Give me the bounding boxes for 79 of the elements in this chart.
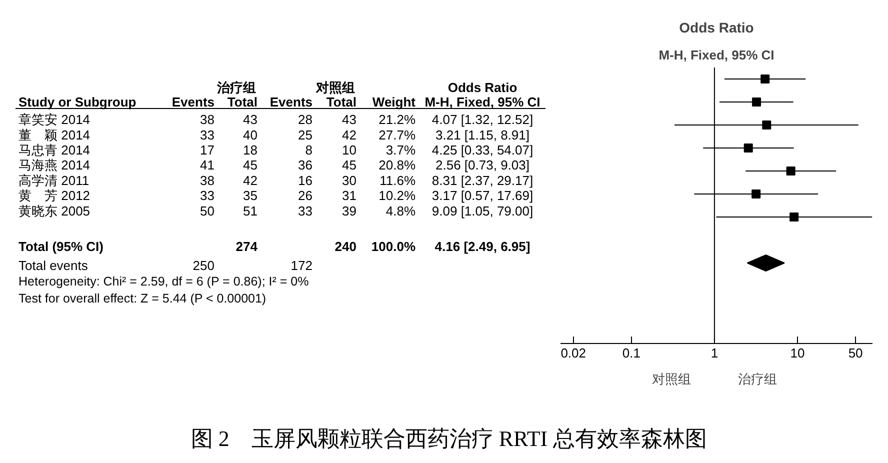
text: 50: [200, 203, 215, 218]
category-label: 章笑安 2014: [18, 112, 90, 128]
category-label: 黄晓东 2005: [18, 203, 90, 218]
text: 36: [298, 158, 313, 173]
category-label: Events: [270, 94, 313, 110]
text: 4.25 [0.33, 54.07]: [432, 142, 534, 158]
category-label: M-H, Fixed, 95% CI: [424, 94, 540, 110]
text: Test for overall effect: Z = 5.44 (P < 0.00001): [18, 292, 266, 306]
x-tick-label: 0.1: [622, 346, 640, 360]
text: 治疗组: [216, 80, 256, 95]
text: Odds Ratio: [448, 80, 518, 95]
text: 4.07 [1.32, 12.52]: [432, 112, 534, 128]
text: 3.21 [1.15, 8.91]: [436, 127, 530, 142]
text: 100.0%: [371, 238, 416, 254]
text: 对照组: [652, 372, 691, 386]
text: 10.2%: [378, 188, 416, 204]
text: 21.2%: [378, 112, 416, 128]
category-label: 马海燕 2014: [18, 158, 90, 173]
text: Study or Subgroup: [18, 94, 136, 110]
category-label: Weight: [372, 94, 416, 110]
text: 38: [200, 112, 215, 128]
text: 对照组: [315, 80, 355, 95]
text: 27.7%: [378, 127, 416, 142]
text: 31: [342, 188, 357, 204]
text: 250: [192, 258, 215, 274]
text: 33: [298, 203, 313, 218]
text: 42: [243, 172, 258, 188]
category-label: Total: [326, 94, 357, 110]
category-label: Total (95% CI): [18, 238, 104, 254]
text: 26: [298, 188, 313, 204]
category-label: Total: [227, 94, 258, 110]
text: 172: [290, 258, 313, 274]
category-label: 董 颖 2014: [18, 127, 90, 142]
text: Heterogeneity: Chi² = 2.59, df = 6 (P = 0.86); I² = 0%: [18, 274, 309, 288]
text: 20.8%: [378, 158, 416, 173]
text: 18: [243, 142, 258, 158]
text: 45: [342, 158, 357, 173]
x-tick-label: 1: [710, 346, 718, 360]
text: 28: [298, 112, 313, 128]
text: 274: [236, 238, 258, 254]
text: 10: [342, 142, 357, 158]
chart-subtitle: M-H, Fixed, 95% CI: [658, 48, 774, 62]
text: 43: [243, 112, 258, 128]
category-label: 马忠青 2014: [18, 142, 90, 158]
text: 240: [334, 238, 357, 254]
text: 51: [243, 203, 258, 218]
text: 2.56 [0.73, 9.03]: [436, 158, 530, 173]
text: 3.7%: [386, 142, 416, 158]
text: 9.09 [1.05, 79.00]: [432, 203, 534, 218]
category-label: Total events: [18, 258, 88, 274]
text: 16: [298, 172, 313, 188]
text: 33: [200, 127, 215, 142]
text: 3.17 [0.57, 17.69]: [432, 188, 534, 204]
caption: 图 2 玉屏风颗粒联合西药治疗 RRTI 总有效率森林图: [190, 425, 708, 453]
text: 38: [200, 172, 215, 188]
x-tick-label: 50: [848, 346, 863, 360]
text: 41: [200, 158, 215, 173]
category-label: 高学清 2011: [18, 172, 90, 188]
category-label: 黄 芳 2012: [18, 188, 90, 204]
text: 39: [342, 203, 357, 218]
x-tick-label: 10: [790, 346, 805, 360]
text: 45: [243, 158, 258, 173]
text: 33: [200, 188, 215, 204]
text: 17: [200, 142, 215, 158]
text: 4.8%: [386, 203, 416, 218]
text: 40: [243, 127, 258, 142]
text: 25: [298, 127, 313, 142]
text: 42: [342, 127, 357, 142]
text: 30: [342, 172, 357, 188]
category-label: Events: [172, 94, 215, 110]
text: 8.31 [2.37, 29.17]: [432, 172, 534, 188]
text: 35: [243, 188, 258, 204]
text: 11.6%: [380, 172, 416, 188]
text: 43: [342, 112, 357, 128]
text: 8: [305, 142, 313, 158]
x-tick-label: 0.02: [560, 346, 586, 360]
text: 4.16 [2.49, 6.95]: [434, 238, 530, 254]
text: 治疗组: [738, 372, 778, 386]
chart-title: Odds Ratio: [679, 20, 754, 36]
